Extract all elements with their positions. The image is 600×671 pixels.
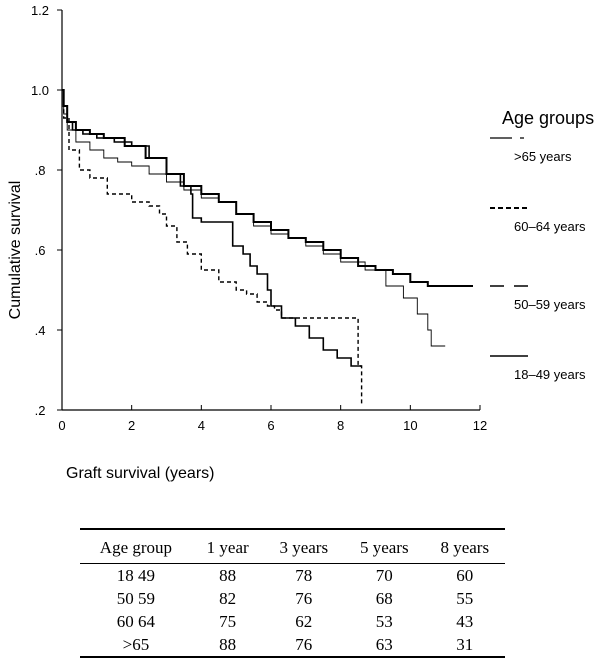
survival-table: Age group 1 year 3 years 5 years 8 years… [80, 528, 505, 658]
table-cell: 63 [344, 633, 425, 658]
table-row: 60 64 75 62 53 43 [80, 610, 505, 633]
table-row: 50 59 82 76 68 55 [80, 587, 505, 610]
y-tick-label: .6 [35, 243, 46, 258]
legend-entry-label: 50–59 years [514, 297, 586, 312]
table-cell: 75 [219, 612, 237, 631]
table-row: 18 49 88 78 70 60 [80, 564, 505, 588]
survival-chart: .2 .4 .6 .8 1.0 1.2 0 2 4 6 8 10 12 Cumulative survi… [7, 3, 594, 482]
table-cell: 62 [295, 612, 313, 631]
x-tick-label: 12 [473, 418, 487, 433]
y-tick-label: 1.0 [31, 83, 49, 98]
y-tick-label: .2 [35, 403, 46, 418]
y-axis-label: Cumulative survival [7, 181, 24, 320]
legend-title: Age groups [502, 108, 594, 128]
table-header-cell: 5 years [344, 528, 425, 564]
table-cell: 55 [456, 589, 474, 608]
x-tick-label: 2 [128, 418, 135, 433]
x-axis-label: Graft survival (years) [66, 465, 214, 482]
table-header-row: Age group 1 year 3 years 5 years 8 years [80, 528, 505, 564]
table-cell: 43 [456, 612, 474, 631]
series-line [62, 89, 473, 287]
legend-entry-label: 18–49 years [514, 367, 586, 382]
legend-entry-label: 60–64 years [514, 219, 586, 234]
table-cell: 70 [375, 566, 393, 585]
chart-axes: .2 .4 .6 .8 1.0 1.2 0 2 4 6 8 10 12 [31, 3, 487, 433]
x-tick-label: 4 [198, 418, 205, 433]
table-header-cell: 8 years [424, 528, 505, 564]
x-tick-label: 10 [403, 418, 417, 433]
table-cell: 60 [456, 566, 474, 585]
table-cell: 88 [219, 566, 237, 585]
table-header-cell: 1 year [191, 528, 264, 564]
table-cell: 76 [263, 633, 345, 658]
table-cell: 53 [375, 612, 393, 631]
series-line [62, 89, 363, 406]
table-cell: 76 [295, 589, 313, 608]
y-tick-label: 1.2 [31, 3, 49, 18]
table-cell: 88 [191, 633, 264, 658]
table-cell: 82 [219, 589, 237, 608]
table-cell: 68 [375, 589, 393, 608]
table-row: >65 88 76 63 31 [80, 633, 505, 658]
x-tick-label: 0 [58, 418, 65, 433]
table-cell: 50 59 [116, 589, 156, 608]
chart-legend: >65 years 60–64 years 50–59 years 18–49 yea… [490, 137, 586, 382]
table-cell: 78 [295, 566, 313, 585]
table-header-cell: Age group [80, 528, 192, 564]
x-tick-label: 6 [267, 418, 274, 433]
table-cell: 18 49 [116, 566, 156, 585]
chart-series-layer [62, 89, 473, 406]
table-cell: >65 [80, 633, 192, 658]
series-line [62, 89, 362, 367]
table-cell: 60 64 [116, 612, 156, 631]
y-tick-label: .4 [35, 323, 46, 338]
y-tick-label: .8 [35, 163, 46, 178]
x-tick-label: 8 [337, 418, 344, 433]
table-header-cell: 3 years [263, 528, 345, 564]
legend-entry-label: >65 years [514, 149, 572, 164]
table-cell: 31 [424, 633, 505, 658]
